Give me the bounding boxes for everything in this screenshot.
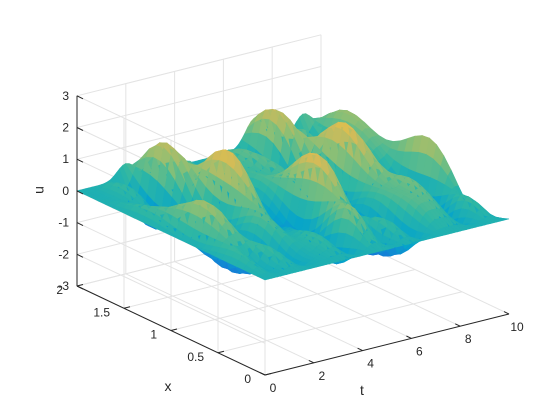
u-tick-mark bbox=[76, 285, 84, 290]
x-tick-label: 1.5 bbox=[93, 305, 110, 319]
sidewall-gridline-u bbox=[76, 253, 266, 344]
floor-gridline-x bbox=[217, 291, 463, 354]
t-tick-mark bbox=[503, 311, 510, 315]
t-axis-line bbox=[264, 313, 510, 376]
u-tick-labels: -3 -2 -1 0 1 2 3 bbox=[58, 89, 84, 293]
x-tick-label: 0 bbox=[244, 372, 251, 386]
surface-mesh bbox=[76, 108, 510, 281]
t-tick-labels: 0 2 4 6 8 10 bbox=[259, 311, 524, 395]
x-tick-label: 2 bbox=[56, 283, 63, 297]
x-tick-label: 0.5 bbox=[187, 350, 204, 364]
t-tick-mark bbox=[357, 347, 363, 352]
x-tick-mark bbox=[264, 373, 272, 376]
x-tick-mark bbox=[123, 306, 131, 309]
u-tick-label: -1 bbox=[58, 216, 69, 230]
sidewall-gridline-u bbox=[76, 222, 266, 313]
u-axis-label: u bbox=[31, 186, 47, 194]
u-tick-mark bbox=[76, 127, 84, 131]
t-tick-mark bbox=[308, 359, 315, 364]
t-tick-label: 4 bbox=[367, 357, 374, 371]
x-tick-labels: 0 0.5 1 1.5 2 bbox=[56, 283, 272, 386]
t-tick-label: 10 bbox=[510, 320, 524, 334]
floor-gridline-x bbox=[170, 269, 416, 331]
x-axis-label: x bbox=[165, 378, 172, 394]
backwall-gridline-u bbox=[76, 66, 322, 128]
u-tick-mark bbox=[76, 95, 84, 100]
x-tick-mark bbox=[217, 350, 225, 354]
backwall-gridline-u bbox=[76, 34, 322, 97]
u-tick-mark bbox=[76, 190, 84, 195]
u-tick-label: -3 bbox=[58, 279, 69, 293]
u-tick-mark bbox=[76, 158, 84, 163]
backwall-gridline-u bbox=[76, 97, 322, 160]
x-tick-mark bbox=[76, 284, 84, 287]
t-tick-label: 8 bbox=[465, 332, 472, 346]
t-tick-label: 2 bbox=[318, 369, 325, 383]
u-tick-label: 3 bbox=[62, 89, 69, 103]
u-tick-mark bbox=[76, 222, 84, 227]
x-tick-mark bbox=[170, 328, 178, 331]
u-tick-label: 2 bbox=[62, 121, 69, 135]
x-tick-label: 1 bbox=[150, 328, 157, 342]
t-tick-label: 0 bbox=[270, 381, 277, 395]
u-tick-label: 0 bbox=[62, 184, 69, 198]
surface-patch bbox=[498, 217, 510, 221]
t-tick-label: 6 bbox=[416, 344, 423, 358]
u-tick-mark bbox=[76, 253, 84, 258]
u-tick-label: 1 bbox=[62, 152, 69, 166]
t-axis-label: t bbox=[360, 382, 364, 398]
t-tick-mark bbox=[454, 323, 461, 327]
t-tick-mark bbox=[406, 335, 412, 339]
u-tick-label: -2 bbox=[58, 247, 69, 261]
t-tick-mark bbox=[259, 372, 266, 376]
